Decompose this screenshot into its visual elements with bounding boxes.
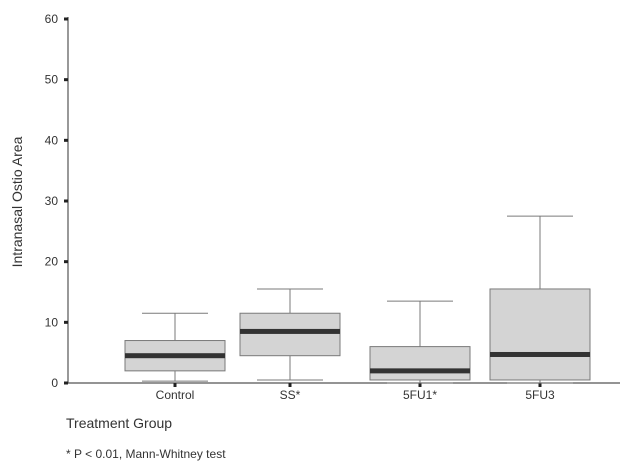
x-tick-mark — [288, 383, 292, 387]
x-tick-mark — [538, 383, 542, 387]
box-series — [124, 215, 591, 384]
box-iqr — [489, 288, 591, 381]
y-axis-title: Intranasal Ostio Area — [9, 136, 25, 267]
y-tick-mark — [64, 320, 68, 324]
y-tick-label: 60 — [45, 12, 59, 26]
median-line — [240, 328, 340, 334]
x-tick-label: 5FU3 — [525, 388, 555, 402]
median-line — [490, 351, 590, 357]
footnote: * P < 0.01, Mann-Whitney test — [66, 447, 226, 461]
y-tick-label: 10 — [45, 315, 59, 329]
y-tick-mark — [64, 199, 68, 203]
y-tick-mark — [64, 78, 68, 82]
y-tick-mark — [64, 381, 68, 385]
x-axis-title: Treatment Group — [66, 415, 172, 431]
y-tick-mark — [64, 17, 68, 21]
box-iqr — [239, 312, 341, 357]
box-4 — [489, 215, 591, 384]
y-tick-label: 40 — [45, 133, 59, 147]
y-tick-mark — [64, 260, 68, 264]
median-line — [125, 353, 225, 359]
box-iqr — [369, 346, 471, 381]
box-2 — [239, 288, 341, 381]
x-tick-label: 5FU1* — [403, 388, 437, 402]
x-tick-mark — [173, 383, 177, 387]
y-tick-label: 50 — [45, 73, 59, 87]
y-tick-label: 20 — [45, 255, 59, 269]
x-tick-mark — [418, 383, 422, 387]
box-1 — [124, 312, 226, 382]
y-tick-label: 0 — [51, 376, 58, 390]
x-tick-label: SS* — [280, 388, 301, 402]
x-axis: Control SS* 5FU1* 5FU3 — [68, 382, 620, 402]
x-tick-label: Control — [156, 388, 195, 402]
y-axis: 0 10 20 30 40 50 60 — [45, 12, 69, 390]
median-line — [370, 368, 470, 374]
box-3 — [369, 300, 471, 384]
y-tick-mark — [64, 138, 68, 142]
y-tick-label: 30 — [45, 194, 59, 208]
